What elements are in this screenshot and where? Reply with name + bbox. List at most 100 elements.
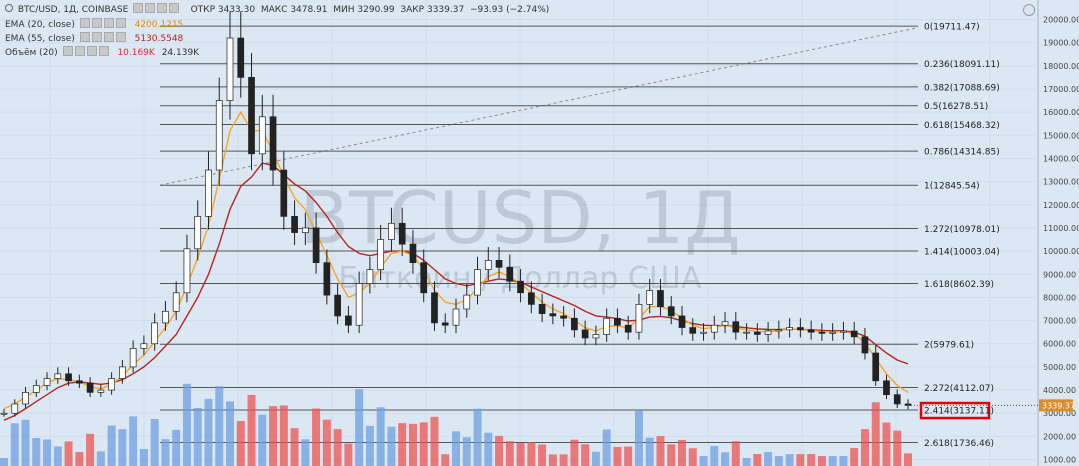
watermark-title: BTCUSD, 1Д [299,176,740,260]
candle-body [614,317,621,326]
candle-body [43,378,51,386]
chevron-down-icon[interactable] [5,4,13,12]
y-tick-label: 7000.00 [1043,317,1076,326]
candle-body [657,290,664,308]
volume-bar [904,453,912,466]
indicator-buttons[interactable] [78,32,126,45]
volume-bar [236,420,245,466]
volume-bar [591,451,600,466]
volume-bar [516,443,525,466]
fib-level-label: 2.272(4112.07) [924,384,994,394]
candle-body [667,306,675,317]
symbol-label[interactable]: BTC/USD, 1Д, COINBASE [17,5,129,15]
indicator-name: EMA (20, close) [5,20,75,30]
candle-body [377,239,385,270]
volume-bar [473,408,482,466]
indicator-name: Объём (20) [5,48,58,58]
volume-bar [32,438,41,466]
symbol-buttons[interactable] [131,3,180,16]
volume-bar [613,447,622,466]
volume-bar [678,439,686,466]
fib-level-label: 0.618(15468.32) [924,121,1000,131]
candle-body [65,373,72,382]
volume-bar [150,419,159,466]
y-tick-label: 18000.00 [1043,62,1079,71]
candle-body [108,378,115,391]
volume-bar [721,452,730,466]
candle-body [86,382,94,393]
volume-bar [688,448,697,466]
candle-body [506,266,514,282]
candle-body [883,380,890,396]
y-tick-label: 4000.00 [1043,386,1076,395]
candle-body [646,290,654,305]
y-tick-label: 6000.00 [1043,340,1076,349]
volume-bar [365,425,374,466]
indicator-ema20[interactable]: EMA (20, close) 4200.1215 [5,18,183,31]
volume-bar [710,446,719,466]
indicator-buttons[interactable] [61,46,109,59]
indicator-buttons[interactable] [78,18,126,31]
volume-bar [279,405,288,466]
fib-level-label: 2.414(3137.11) [924,407,994,417]
indicator-volume[interactable]: Объём (20) 10.169K 24.139K [5,46,199,59]
candle-body [441,322,449,326]
volume-bar [817,456,826,466]
volume-bar [850,448,859,466]
candle-body [549,313,557,317]
volume-bar [247,394,256,466]
fib-level-label: 1.272(10978.01) [924,225,1000,235]
volume-bar [581,444,590,466]
volume-bar [333,429,342,466]
volume-bar [139,449,148,466]
candle-body [345,315,352,326]
indicator-ema55[interactable]: EMA (55, close) 5130.5548 [5,32,183,45]
volume-bar [96,451,105,466]
candle-body [162,310,169,324]
candle-body [140,343,148,349]
volume-bar [548,454,557,466]
volume-bar [452,431,460,466]
candle-body [474,269,481,296]
volume-bar [355,389,364,466]
candle-body [689,327,697,334]
volume-bar [322,419,331,466]
candle-body [280,169,288,217]
volume-bar [570,439,579,466]
y-tick-label: 17000.00 [1043,85,1079,94]
candle-body [75,380,83,384]
gear-icon[interactable] [1023,4,1035,16]
candle-body [129,348,137,368]
y-tick-label: 5000.00 [1043,363,1076,372]
volume-bar [172,429,181,466]
candle-body [861,336,869,354]
indicator-name: EMA (55, close) [5,34,75,44]
indicator-value-secondary: 24.139K [161,48,200,58]
candle-body [495,260,503,268]
candle-body [172,292,180,312]
volume-bar [43,439,52,466]
y-tick-label: 10000.00 [1043,247,1079,256]
candle-body [581,329,589,339]
y-tick-label: 20000.00 [1043,16,1079,25]
indicator-value: 5130.5548 [134,34,184,44]
candle-body [710,324,718,333]
volume-bar [645,437,654,466]
price-tag-label: 3339.37 [1042,401,1075,410]
volume-bar [807,454,816,466]
fib-highlight-box [919,401,991,420]
volume-bar [753,454,762,466]
volume-bar [785,454,794,466]
volume-bar [667,444,676,466]
volume-bar [312,408,321,466]
volume-bar [53,446,62,466]
candle-body [355,283,363,326]
close-value: 3339.37 [426,5,465,15]
volume-bar [871,402,880,466]
candle-body [603,317,611,335]
candle-body [301,227,309,233]
low-value: 3290.99 [357,5,395,15]
fib-level-label: 2(5979.61) [924,341,974,351]
volume-bar [387,426,396,466]
